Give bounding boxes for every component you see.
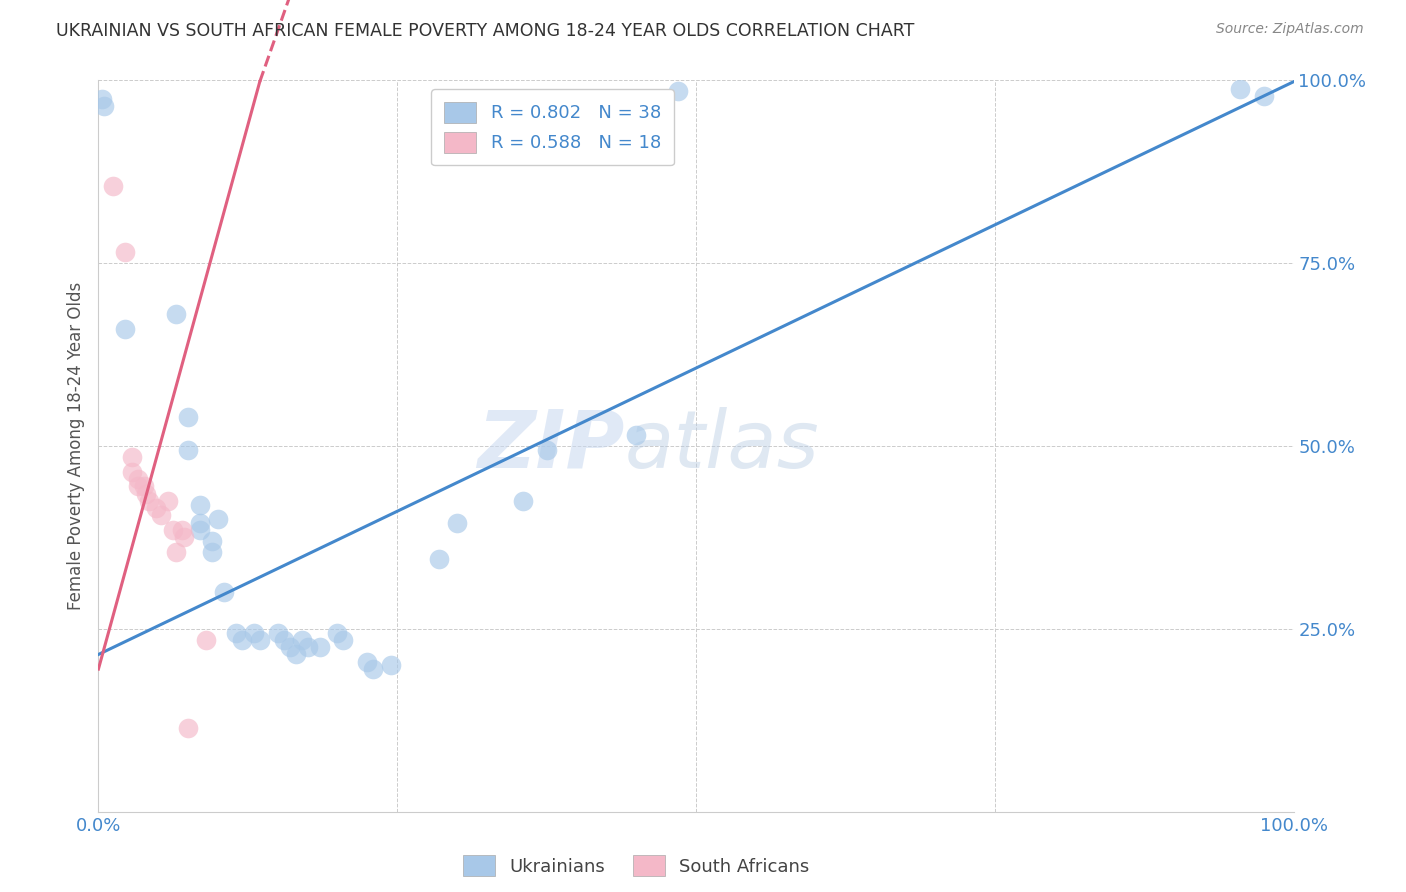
Point xyxy=(536,442,558,457)
Point xyxy=(145,501,167,516)
Point xyxy=(201,534,224,549)
Point xyxy=(249,632,271,647)
Point xyxy=(101,179,124,194)
Point xyxy=(648,92,672,106)
Point xyxy=(172,523,194,537)
Text: UKRAINIAN VS SOUTH AFRICAN FEMALE POVERTY AMONG 18-24 YEAR OLDS CORRELATION CHAR: UKRAINIAN VS SOUTH AFRICAN FEMALE POVERT… xyxy=(56,22,915,40)
Point xyxy=(132,479,155,493)
Point xyxy=(188,523,211,537)
Point xyxy=(138,494,160,508)
Point xyxy=(624,428,647,442)
Point xyxy=(427,552,450,566)
Point xyxy=(363,662,385,676)
Y-axis label: Female Poverty Among 18-24 Year Olds: Female Poverty Among 18-24 Year Olds xyxy=(66,282,84,610)
Point xyxy=(243,625,266,640)
Point xyxy=(267,625,290,640)
Point xyxy=(332,632,354,647)
Point xyxy=(308,640,330,655)
Point xyxy=(177,442,200,457)
Point xyxy=(135,486,157,500)
Point xyxy=(114,245,136,260)
Text: Source: ZipAtlas.com: Source: ZipAtlas.com xyxy=(1216,22,1364,37)
Point xyxy=(114,322,136,336)
Point xyxy=(127,479,149,493)
Point xyxy=(173,530,195,544)
Point xyxy=(93,99,115,113)
Text: atlas: atlas xyxy=(624,407,820,485)
Point xyxy=(446,516,468,530)
Point xyxy=(297,640,319,655)
Point xyxy=(380,658,402,673)
Point xyxy=(127,472,149,486)
Point xyxy=(273,632,295,647)
Legend: Ukrainians, South Africans: Ukrainians, South Africans xyxy=(456,848,817,883)
Point xyxy=(225,625,247,640)
Point xyxy=(207,512,229,526)
Point xyxy=(121,450,143,464)
Point xyxy=(194,632,217,647)
Point xyxy=(278,640,301,655)
Point xyxy=(165,545,187,559)
Point xyxy=(356,655,378,669)
Point xyxy=(512,494,534,508)
Point xyxy=(231,632,253,647)
Point xyxy=(162,523,184,537)
Point xyxy=(177,409,200,424)
Point xyxy=(165,307,187,321)
Point xyxy=(1253,89,1275,103)
Point xyxy=(326,625,349,640)
Point xyxy=(284,648,307,662)
Point xyxy=(149,508,172,523)
Point xyxy=(188,498,211,512)
Point xyxy=(188,516,211,530)
Point xyxy=(177,721,200,735)
Point xyxy=(666,84,689,98)
Point xyxy=(212,585,235,599)
Point xyxy=(201,545,224,559)
Point xyxy=(290,632,312,647)
Point xyxy=(91,92,114,106)
Point xyxy=(121,465,143,479)
Point xyxy=(1229,82,1251,96)
Text: ZIP: ZIP xyxy=(477,407,624,485)
Point xyxy=(156,494,179,508)
